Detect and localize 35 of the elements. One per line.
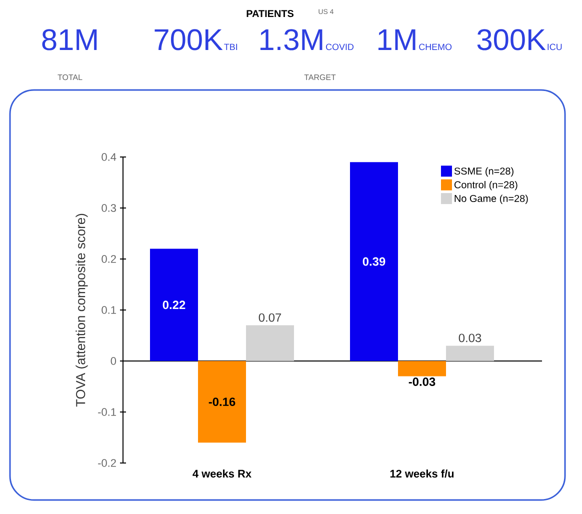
data-label: -0.03 bbox=[408, 378, 436, 386]
text: 1M bbox=[378, 29, 416, 50]
bar bbox=[198, 360, 246, 443]
y-tick-label: -0.2 bbox=[98, 459, 116, 467]
legend-label: Control (n=28) bbox=[454, 180, 518, 190]
data-label: -0.16 bbox=[208, 398, 236, 406]
x-tick-label: 12 weeks f/u bbox=[390, 470, 454, 478]
bar bbox=[350, 162, 398, 361]
data-label: 0.22 bbox=[162, 300, 186, 310]
text: 700K bbox=[154, 29, 223, 50]
y-tick-label: -0.1 bbox=[98, 408, 116, 416]
y-tick-label: 0.4 bbox=[102, 153, 116, 161]
y-tick-label: 0 bbox=[110, 357, 116, 365]
text: COVID bbox=[326, 44, 354, 50]
y-tick-label: 0.3 bbox=[102, 204, 116, 212]
text: PATIENTS bbox=[246, 10, 294, 18]
x-tick-label: 4 weeks Rx bbox=[192, 470, 252, 478]
legend-label: SSME (n=28) bbox=[454, 167, 514, 177]
bar bbox=[246, 325, 294, 361]
text: 1.3M bbox=[260, 29, 322, 50]
text: 300K bbox=[477, 29, 546, 50]
data-label: 0.07 bbox=[258, 313, 282, 322]
text: CHEMO bbox=[419, 44, 452, 50]
legend-label: No Game (n=28) bbox=[454, 194, 528, 204]
y-tick-label: 0.2 bbox=[102, 255, 116, 263]
text: 81M bbox=[42, 29, 97, 50]
bar bbox=[446, 346, 494, 361]
bar bbox=[150, 248, 198, 361]
text: ICU bbox=[548, 44, 562, 50]
y-axis-title: TOVA (attention composite score) bbox=[76, 214, 88, 407]
bar bbox=[398, 360, 446, 376]
data-label: 0.03 bbox=[458, 334, 482, 342]
data-label: 0.39 bbox=[362, 257, 386, 266]
text: TBI bbox=[224, 44, 238, 50]
y-tick-label: 0.1 bbox=[102, 306, 116, 314]
